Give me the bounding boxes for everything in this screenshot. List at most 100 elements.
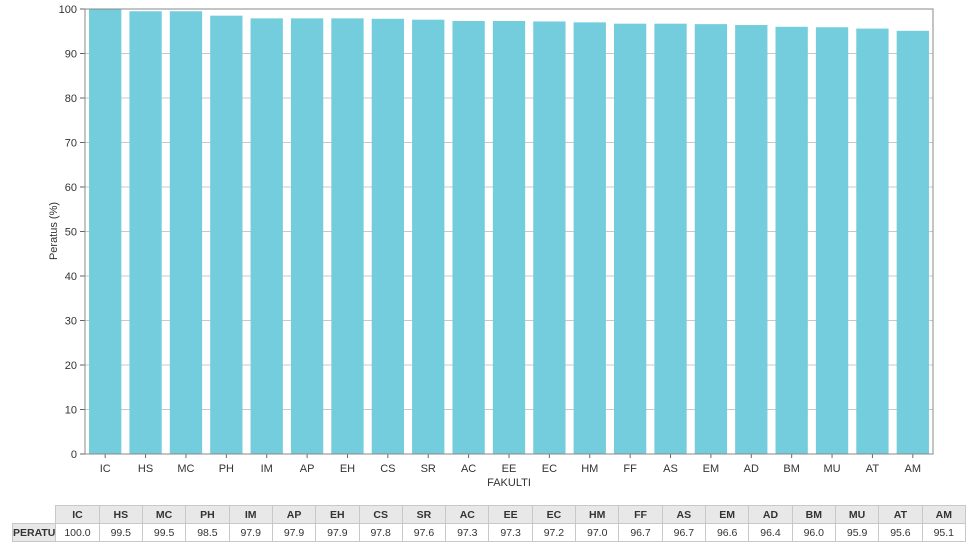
y-tick-labels: 0 10 20 30 40 50 60 70 80 90 100 — [59, 4, 77, 461]
bar-ap — [290, 18, 324, 454]
y-tick-label: 0 — [71, 449, 77, 461]
x-tick-label: MU — [823, 463, 840, 475]
x-tick-label: IM — [261, 463, 273, 475]
x-tick-label: PH — [219, 463, 234, 475]
table-header-bm: BM — [791, 505, 836, 524]
table-row: PERATUS 100.099.599.598.597.997.997.997.… — [11, 523, 967, 542]
table-cell-hm: 97.0 — [575, 523, 620, 542]
y-tick-label: 80 — [65, 93, 77, 105]
bar-im — [250, 18, 283, 454]
table-header-ee: EE — [488, 505, 533, 524]
x-axis-label: FAKULTI — [487, 477, 531, 489]
table-cell-eh: 97.9 — [315, 523, 360, 542]
table-header-cs: CS — [358, 505, 403, 524]
x-tick-label: AT — [866, 463, 880, 475]
table-header-mc: MC — [141, 505, 187, 524]
bar-at — [856, 28, 889, 455]
x-tick-label: BM — [783, 463, 800, 475]
table-cell-as: 96.7 — [661, 523, 707, 542]
table-corner-cell — [11, 505, 57, 524]
x-tick-label: CS — [380, 463, 395, 475]
x-tick-label: HS — [138, 463, 153, 475]
y-tick-label: 90 — [65, 49, 77, 61]
x-tick-labels: IC HS MC PH IM AP EH CS SR AC EE EC HM FF AS EM AD BM MU AT… — [100, 463, 921, 475]
table-cell-ac: 97.3 — [445, 523, 490, 542]
table-header-ac: AC — [445, 505, 490, 524]
x-tick-label: MC — [177, 463, 194, 475]
bar-hm — [573, 22, 606, 454]
table-cell-sr: 97.6 — [401, 523, 447, 542]
table-header-eh: EH — [315, 505, 360, 524]
table-cell-at: 95.6 — [878, 523, 923, 542]
table-header-row: IC HS MC PH IM AP EH CS SR AC EE EC HM FF AS EM AD BM MU AT… — [11, 505, 967, 524]
y-tick-label: 40 — [65, 271, 77, 283]
y-tick-label: 30 — [65, 316, 77, 328]
x-tick-label: EC — [542, 463, 557, 475]
bar-bm — [775, 26, 808, 455]
table-row-label: PERATUS — [11, 523, 57, 542]
bar-ec — [533, 21, 566, 455]
table-header-hs: HS — [98, 505, 143, 524]
table-cell-em: 96.6 — [704, 523, 750, 542]
table-header-ff: FF — [618, 505, 663, 524]
bar-chart: 0 10 20 30 40 50 60 70 80 90 100 IC HS MC PH IM AP EH CS S… — [48, 4, 934, 489]
y-tick-label: 70 — [65, 138, 77, 150]
y-tick-label: 20 — [65, 360, 77, 372]
table-header-em: EM — [704, 505, 750, 524]
y-tick-label: 10 — [65, 405, 77, 417]
x-tick-label: AD — [744, 463, 759, 475]
table-cell-ph: 98.5 — [185, 523, 230, 542]
x-tick-label: IC — [100, 463, 111, 475]
y-axis-label: Peratus (%) — [48, 202, 60, 260]
bar-mu — [815, 27, 849, 455]
table-header-as: AS — [661, 505, 707, 524]
x-tick-label: AP — [300, 463, 315, 475]
table-header-ic: IC — [55, 505, 100, 524]
table-cell-mc: 99.5 — [141, 523, 187, 542]
x-tick-label: AM — [905, 463, 922, 475]
table-header-hm: HM — [575, 505, 620, 524]
bar-ee — [492, 21, 526, 454]
plot-frame — [84, 8, 934, 455]
bars — [89, 9, 929, 455]
x-tick-label: AC — [461, 463, 476, 475]
table-cell-ec: 97.2 — [531, 523, 577, 542]
bar-mc — [169, 11, 203, 454]
table-cell-cs: 97.8 — [358, 523, 403, 542]
table-header-ad: AD — [748, 505, 793, 524]
x-tick-label: AS — [663, 463, 678, 475]
bar-ff — [613, 23, 647, 455]
table-header-im: IM — [228, 505, 273, 524]
table-header-ph: PH — [185, 505, 230, 524]
bar-ad — [735, 25, 768, 455]
x-tick-label: EH — [340, 463, 355, 475]
axes — [80, 8, 934, 458]
data-table: IC HS MC PH IM AP EH CS SR AC EE EC HM FF AS EM AD BM MU AT… — [11, 505, 967, 542]
table-cell-ff: 96.7 — [618, 523, 663, 542]
table-cell-mu: 95.9 — [834, 523, 880, 542]
table-cell-ap: 97.9 — [271, 523, 317, 542]
table-cell-ic: 100.0 — [55, 523, 100, 542]
bar-ph — [210, 15, 243, 455]
bar-eh — [331, 18, 364, 454]
table-cell-hs: 99.5 — [98, 523, 143, 542]
bar-sr — [412, 19, 445, 455]
x-tick-label: HM — [581, 463, 598, 475]
bar-hs — [129, 11, 162, 454]
x-tick-label: SR — [421, 463, 436, 475]
y-tick-label: 60 — [65, 182, 77, 194]
table-cell-im: 97.9 — [228, 523, 273, 542]
table-cell-ee: 97.3 — [488, 523, 533, 542]
bar-as — [654, 23, 687, 455]
x-tick-label: FF — [623, 463, 637, 475]
bar-am — [896, 30, 929, 455]
table-cell-bm: 96.0 — [791, 523, 836, 542]
table-header-sr: SR — [401, 505, 447, 524]
table-header-ap: AP — [271, 505, 317, 524]
bar-em — [694, 24, 728, 454]
bar-ac — [452, 21, 485, 454]
bar-ic — [89, 9, 122, 454]
bar-cs — [371, 18, 405, 454]
x-tick-label: EE — [502, 463, 517, 475]
table-header-am: AM — [921, 505, 967, 524]
